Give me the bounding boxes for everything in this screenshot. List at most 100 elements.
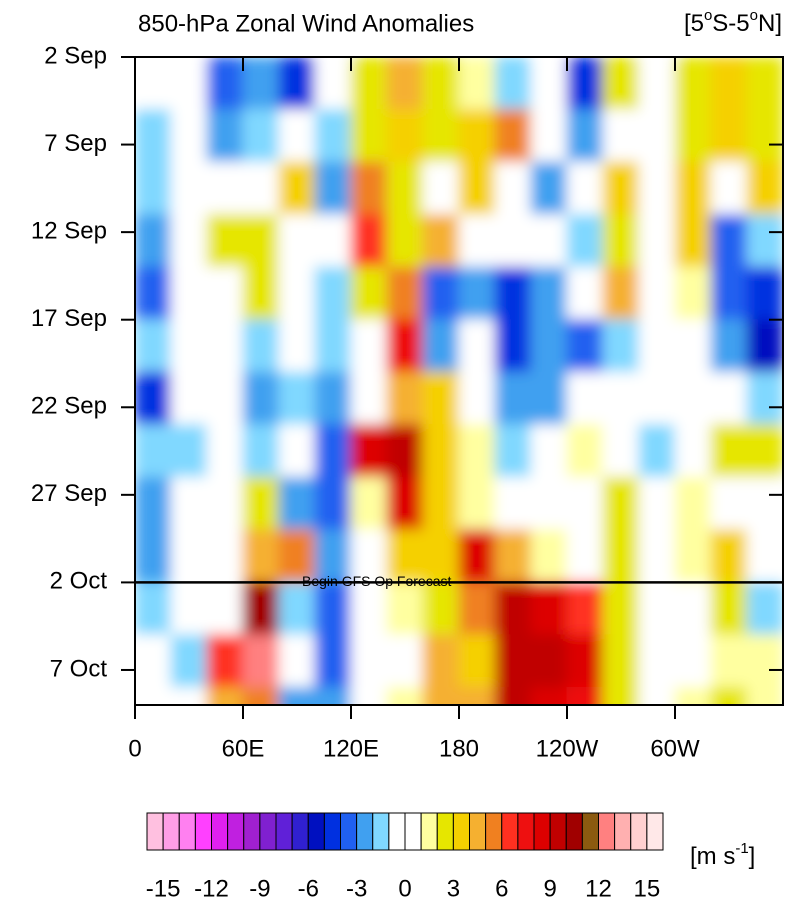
cell: [278, 161, 316, 216]
cell: [674, 581, 712, 636]
cell: [674, 214, 712, 268]
cell: [566, 634, 604, 688]
cell: [278, 266, 316, 321]
cell: [135, 686, 172, 705]
cell: [170, 529, 208, 583]
cell: [135, 581, 172, 636]
cell: [530, 161, 568, 216]
cell: [566, 686, 604, 705]
colorbar-box: [469, 812, 487, 851]
cell: [602, 529, 640, 583]
cell: [638, 476, 676, 531]
cell: [350, 57, 388, 111]
cell: [530, 581, 568, 636]
cell: [242, 581, 280, 636]
cell: [602, 634, 640, 688]
cell: [314, 161, 352, 216]
colorbar-box: [291, 812, 309, 851]
cell: [674, 476, 712, 531]
cell: [494, 371, 532, 426]
colorbar-label: 15: [634, 875, 661, 902]
cell: [350, 686, 388, 705]
colorbar-label: -12: [194, 875, 229, 902]
cell: [458, 581, 496, 636]
cell: [710, 581, 748, 636]
colorbar-box: [194, 812, 212, 851]
cell: [170, 371, 208, 426]
cell: [602, 109, 640, 163]
cell: [674, 529, 712, 583]
cell: [530, 424, 568, 478]
cell: [386, 214, 424, 268]
cell: [602, 57, 640, 111]
cell: [458, 319, 496, 373]
colorbar-box: [162, 812, 180, 851]
cell: [314, 109, 352, 163]
cell: [746, 161, 783, 216]
cell: [278, 371, 316, 426]
cell: [314, 686, 352, 705]
cell: [242, 161, 280, 216]
cell: [746, 57, 783, 111]
cell: [674, 266, 712, 321]
cell: [170, 319, 208, 373]
cell: [494, 57, 532, 111]
cell: [278, 424, 316, 478]
colorbar-label: 12: [585, 875, 612, 902]
colorbar-box: [420, 812, 438, 851]
cell: [638, 319, 676, 373]
colorbar-label: 0: [398, 875, 411, 902]
colorbar-box: [581, 812, 599, 851]
cell: [350, 424, 388, 478]
x-tick-label: 60E: [222, 735, 265, 762]
colorbar-box: [646, 812, 664, 851]
colorbar-label: 3: [447, 875, 460, 902]
cell: [674, 371, 712, 426]
cell: [350, 581, 388, 636]
cell: [458, 214, 496, 268]
colorbar-box: [436, 812, 454, 851]
cell: [674, 109, 712, 163]
cell: [350, 319, 388, 373]
cell: [386, 424, 424, 478]
cell: [206, 266, 244, 321]
cell: [458, 529, 496, 583]
cell: [314, 57, 352, 111]
cell: [638, 266, 676, 321]
colorbar-box: [275, 812, 293, 851]
colorbar-label: 9: [543, 875, 556, 902]
x-tick-label: 120E: [323, 735, 379, 762]
colorbar-box: [372, 812, 390, 851]
cell: [746, 686, 783, 705]
cell: [746, 266, 783, 321]
cell: [386, 686, 424, 705]
x-tick-label: 0: [128, 735, 141, 762]
colorbar-box: [323, 812, 341, 851]
cell: [566, 319, 604, 373]
colorbar-box: [340, 812, 358, 851]
cell: [494, 319, 532, 373]
cell: [242, 109, 280, 163]
cell: [566, 57, 604, 111]
cell: [602, 319, 640, 373]
cell: [746, 634, 783, 688]
cell: [350, 529, 388, 583]
cell: [638, 686, 676, 705]
cell: [602, 686, 640, 705]
colorbar-box: [517, 812, 535, 851]
cell: [314, 266, 352, 321]
cell: [206, 319, 244, 373]
cell: [638, 634, 676, 688]
cell: [135, 57, 172, 111]
cell: [674, 424, 712, 478]
cell: [386, 161, 424, 216]
region-part: N]: [758, 10, 782, 37]
cell: [710, 424, 748, 478]
cell: [422, 161, 460, 216]
cell: [350, 634, 388, 688]
cell: [710, 57, 748, 111]
cell: [350, 266, 388, 321]
cell: [530, 371, 568, 426]
cell: [458, 57, 496, 111]
cell: [350, 214, 388, 268]
